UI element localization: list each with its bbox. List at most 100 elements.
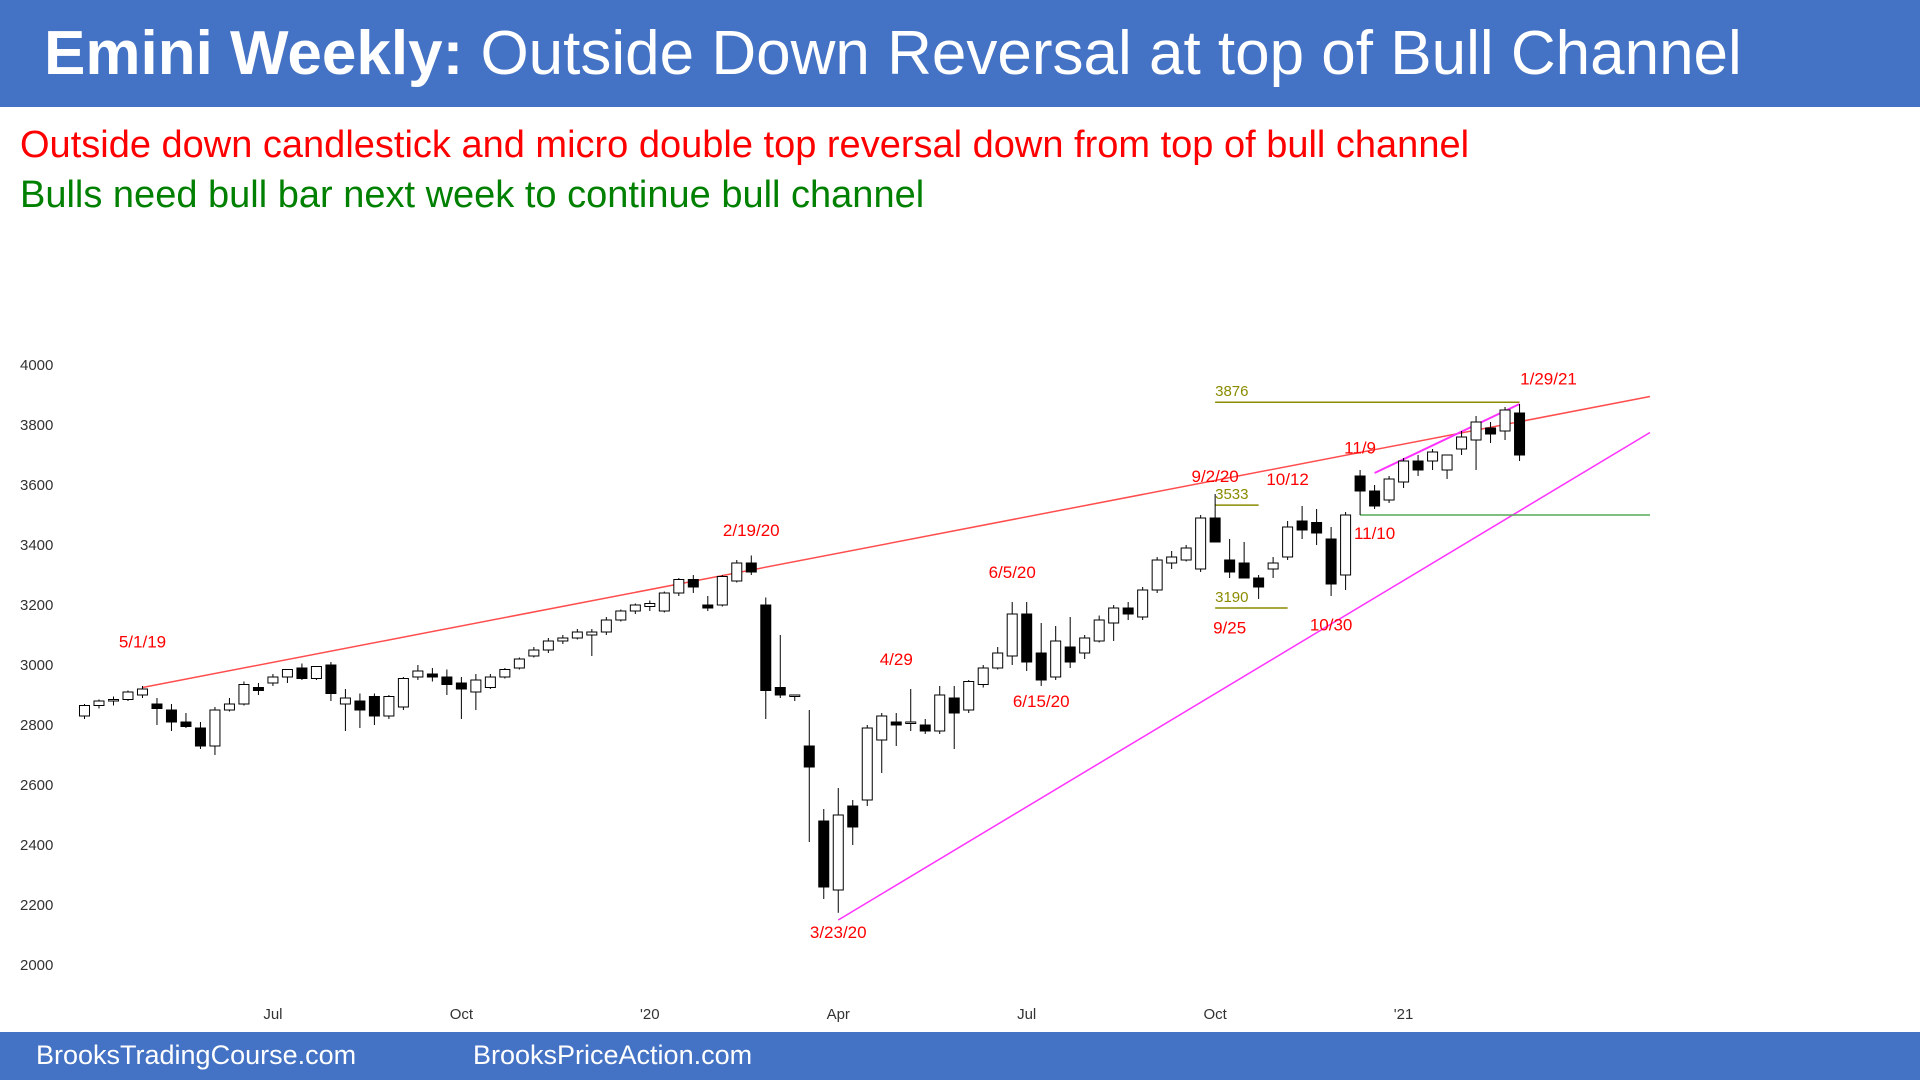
annotation-label: 11/9 (1344, 439, 1376, 458)
annotation-label: 5/1/19 (119, 633, 166, 652)
candle (1238, 542, 1250, 579)
page-title: Emini Weekly: Outside Down Reversal at t… (44, 12, 1742, 96)
candle-body (702, 604, 714, 609)
candle-body (629, 604, 641, 612)
candle-body (1079, 637, 1091, 654)
candle (745, 555, 757, 575)
candle-body (339, 697, 351, 705)
candle (499, 668, 511, 679)
candle-body (1238, 562, 1250, 579)
subtitle-bullish: Bulls need bull bar next week to continu… (20, 174, 925, 216)
candle-body (731, 562, 743, 582)
y-tick-label: 2000 (20, 957, 53, 974)
candle-body (223, 703, 235, 711)
candle-body (1195, 517, 1207, 570)
candle (1499, 407, 1511, 440)
candle-body (1209, 517, 1221, 543)
candle-body (1093, 619, 1105, 642)
candle (1441, 454, 1453, 479)
candle (122, 690, 134, 701)
candle-body (977, 667, 989, 685)
candle (1340, 512, 1352, 590)
candle (1253, 575, 1265, 599)
annotation-label: 6/15/20 (1013, 692, 1070, 711)
candle-body (1354, 475, 1366, 492)
candle (803, 710, 815, 842)
candle-body (1253, 577, 1265, 588)
candle-body (1180, 547, 1192, 561)
candle-body (1296, 520, 1308, 531)
candle-body (136, 688, 148, 696)
candle-body (1470, 421, 1482, 441)
candle (441, 669, 453, 695)
level-label: 3533 (1215, 486, 1248, 503)
candle-body (1122, 607, 1134, 615)
candle-body (1485, 427, 1497, 435)
candle (1296, 506, 1308, 539)
candle (542, 638, 554, 653)
candle (1021, 602, 1033, 671)
candle (600, 617, 612, 635)
candle (1035, 623, 1047, 686)
y-tick-label: 3000 (20, 657, 53, 674)
candle-body (992, 652, 1004, 669)
x-tick-label: '20 (640, 1006, 660, 1023)
candle (1093, 615, 1105, 643)
x-tick-label: Jul (1017, 1006, 1036, 1023)
candle-body (1383, 478, 1395, 501)
candle-body (513, 658, 525, 669)
candle (673, 578, 685, 596)
candle-body (354, 700, 366, 711)
candle (470, 674, 482, 710)
candle (180, 713, 192, 728)
candle-body (745, 562, 757, 573)
candle-body (1441, 454, 1453, 471)
candle (890, 713, 902, 746)
candle-body (325, 664, 337, 694)
candle-body (760, 604, 772, 691)
candle-body (441, 676, 453, 685)
candle (1267, 557, 1279, 578)
candle (397, 677, 409, 710)
candle (586, 629, 598, 656)
candle-body (528, 649, 540, 657)
candle-body (774, 687, 786, 696)
annotation-label: 10/12 (1266, 470, 1309, 489)
annotation-label: 9/2/20 (1192, 467, 1239, 486)
level-label: 3190 (1215, 589, 1248, 606)
candle-body (78, 705, 90, 717)
x-tick-label: Oct (1203, 1006, 1227, 1023)
candle (1209, 494, 1221, 543)
candle (1151, 557, 1163, 593)
candle-body (658, 592, 670, 612)
candle (629, 603, 641, 614)
candle (1137, 587, 1149, 620)
candle (571, 629, 583, 640)
candle (455, 677, 467, 719)
x-tick-label: Oct (450, 1006, 474, 1023)
candle (1195, 515, 1207, 572)
candle (1383, 476, 1395, 503)
y-axis: 2000 2200 2400 2600 2800 3000 3200 3400 3600 3800… (20, 357, 53, 974)
candle (296, 663, 308, 680)
annotation-label: 4/29 (880, 650, 913, 669)
candle (528, 647, 540, 658)
candle (484, 674, 496, 689)
candle-body (1412, 460, 1424, 471)
candle (238, 681, 250, 706)
candle (1180, 545, 1192, 562)
candle (151, 698, 163, 725)
candle (1470, 416, 1482, 470)
candle (1079, 635, 1091, 659)
candle-body (963, 681, 975, 711)
candle-body (165, 709, 177, 723)
candle-body (847, 805, 859, 828)
candle (760, 597, 772, 719)
candle (383, 695, 395, 719)
candle-body (310, 666, 322, 679)
candle-body (1514, 412, 1526, 456)
candle (1485, 422, 1497, 443)
x-axis: Jul Oct '20 Apr Jul Oct '21 (263, 1006, 1413, 1023)
annotation-label: 3/23/20 (810, 923, 867, 942)
candle-body (1151, 559, 1163, 591)
